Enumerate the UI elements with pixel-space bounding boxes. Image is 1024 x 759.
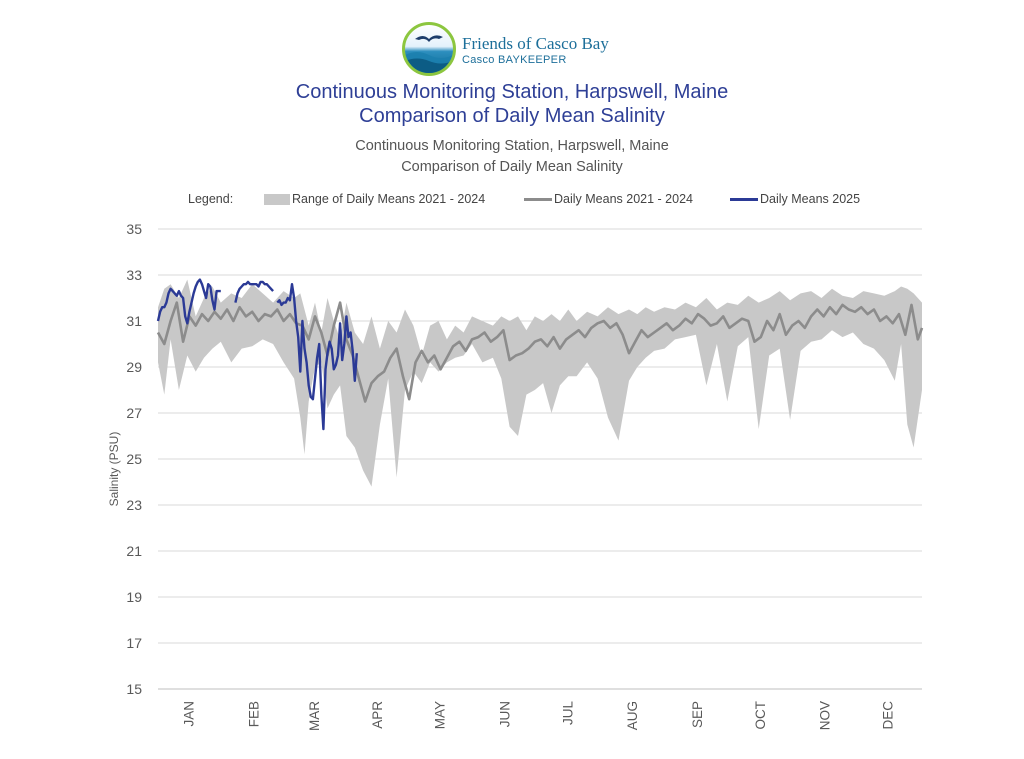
y-tick-label: 17 [126,635,142,651]
chart-title-line2: Comparison of Daily Mean Salinity [359,105,665,127]
y-tick-label: 25 [126,451,142,467]
x-tick-label: JAN [181,701,196,727]
y-tick-label: 21 [126,543,142,559]
y-tick-label: 29 [126,359,142,375]
legend-swatch-2025 [730,198,758,201]
series-range-area [158,279,922,487]
legend-swatch-mean [524,198,552,201]
y-tick-label: 31 [126,313,142,329]
x-tick-label: JUL [560,701,575,725]
y-tick-label: 27 [126,405,142,421]
x-tick-label: OCT [753,701,768,730]
legend: Legend: Range of Daily Means 2021 - 2024… [0,191,1024,209]
legend-item-2025: Daily Means 2025 [760,192,861,206]
x-tick-label: NOV [818,701,833,730]
y-tick-label: 23 [126,497,142,513]
series-2025-line-segment [234,280,274,303]
series-mean-line [156,301,924,403]
logo: Friends of Casco Bay Casco BAYKEEPER [400,20,640,82]
x-tick-label: MAR [307,701,322,731]
y-tick-label: 15 [126,681,142,697]
y-axis-label: Salinity (PSU) [107,432,121,507]
x-tick-label: FEB [246,701,261,727]
logo-name: Friends of Casco Bay [462,34,609,53]
y-tick-label: 33 [126,267,142,283]
chart-title-line1: Continuous Monitoring Station, Harpswell… [295,81,729,103]
chart-subtitle-line1: Continuous Monitoring Station, Harpswell… [355,138,669,154]
legend-item-mean: Daily Means 2021 - 2024 [554,192,693,206]
x-tick-label: MAY [433,701,448,729]
x-tick-label: JUN [497,701,512,727]
legend-label: Legend: [188,192,234,206]
x-tick-label: SEP [690,701,705,728]
logo-subtitle: Casco BAYKEEPER [462,54,567,66]
y-tick-label: 19 [126,589,142,605]
x-tick-label: DEC [881,701,896,730]
logo-emblem-icon [402,22,456,76]
x-tick-label: AUG [625,701,640,730]
x-tick-label: APR [370,701,385,729]
series-2025-line-segment [156,278,221,325]
chart-subtitle-line2: Comparison of Daily Mean Salinity [401,159,623,175]
series-2025-line-segment [276,283,358,431]
legend-item-range: Range of Daily Means 2021 - 2024 [292,192,486,206]
legend-swatch-range [264,194,290,205]
y-tick-label: 35 [126,221,142,237]
